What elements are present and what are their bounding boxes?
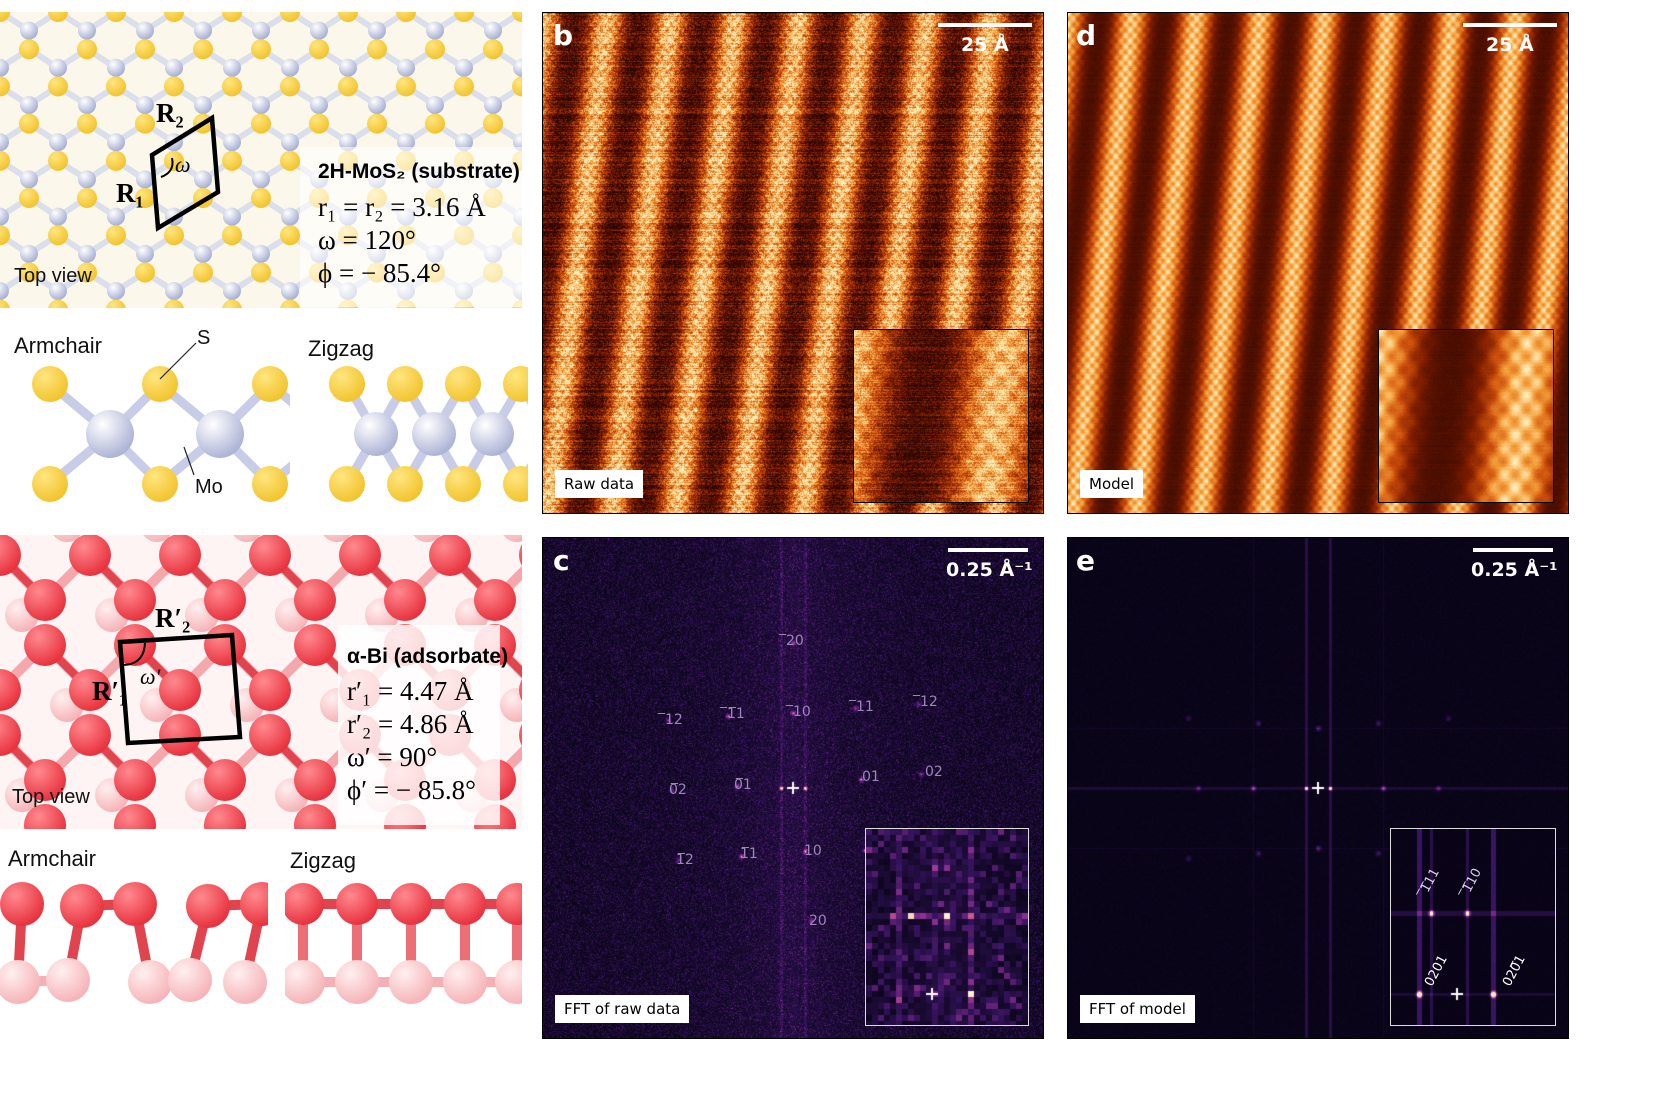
bi-param-2: r′₂ = 4.86 Å [347, 709, 474, 739]
mos2-angle: ω [175, 152, 191, 177]
scale-bar-d [1463, 23, 1557, 27]
mos2-zigzag-view [329, 366, 528, 502]
mos2-param-2: ω = 120° [318, 225, 416, 255]
mos2-param-3: ϕ = − 85.4° [318, 258, 441, 288]
spot-label: 10 [804, 843, 822, 859]
bi-param-4: ϕ′ = − 85.8° [347, 775, 476, 805]
scale-label-d: 25 Å [1486, 34, 1534, 56]
bi-vec-r2: R′₂ [155, 603, 191, 633]
fft-raw-inset [865, 828, 1029, 1026]
label-fft-raw: FFT of raw data [555, 995, 690, 1023]
panel-letter-b: b [553, 19, 574, 52]
spot-label: 02 [925, 764, 943, 780]
mos2-param-1: r₁ = r₂ = 3.16 Å [318, 192, 486, 222]
scale-bar-c [948, 548, 1028, 552]
spot-label: 0̅1 [734, 777, 752, 793]
bi-angle: ω′ [140, 664, 161, 689]
atom-label-s: S [197, 327, 211, 349]
mos2-top-view [0, 12, 522, 308]
mos2-armchair-label: Armchair [14, 333, 103, 358]
bi-params-backdrop [338, 625, 500, 825]
fft-model-inset [1390, 828, 1556, 1026]
mos2-zigzag-label: Zigzag [308, 336, 375, 361]
scale-label-c: 0.25 Å⁻¹ [946, 559, 1033, 581]
bi-top-view-label: Top view [12, 786, 90, 808]
bi-armchair-view [0, 882, 268, 1004]
panel-e: e 0.25 Å⁻¹ FFT of model ̅1̅11 ̅1̅10 0201… [1067, 537, 1569, 1039]
mos2-armchair-view [32, 366, 290, 502]
bi-armchair-label: Armchair [8, 846, 97, 871]
scale-label-b: 25 Å [961, 34, 1009, 56]
panel-b: b 25 Å Raw data [542, 12, 1044, 514]
spot-label: ̅10 [793, 704, 811, 720]
mos2-title: 2H-MoS₂ (substrate) [318, 160, 520, 183]
bi-param-1: r′₁ = 4.47 Å [347, 676, 474, 706]
scale-bar-b [938, 23, 1032, 27]
spot-label: ̅11 [856, 699, 874, 715]
label-raw-data: Raw data [555, 470, 644, 498]
label-fft-model: FFT of model [1080, 995, 1195, 1023]
spot-label: ̅12 [665, 712, 683, 728]
spot-label: ̅20 [786, 633, 804, 649]
spot-label: 0̅2 [669, 782, 687, 798]
mos2-vec-r1: R₁ [116, 178, 144, 208]
panel-d: d 25 Å Model [1067, 12, 1569, 514]
panel-letter-e: e [1076, 544, 1095, 577]
panel-letter-c: c [553, 544, 570, 577]
spot-label: 1̅1 [740, 846, 758, 862]
bi-zigzag-view [285, 883, 522, 1004]
bi-title: α-Bi (adsorbate) [347, 645, 509, 668]
atom-pointer-lines [159, 342, 197, 476]
mos2-top-view-label: Top view [14, 265, 92, 287]
bi-vec-r1: R′₁ [92, 676, 128, 706]
bi-zigzag-label: Zigzag [290, 848, 357, 873]
scale-bar-e [1473, 548, 1553, 552]
spot-label: 20 [809, 913, 827, 929]
stm-raw-inset [853, 329, 1029, 503]
stm-model-inset [1378, 329, 1554, 503]
spot-label: ̅1̅1 [727, 706, 745, 722]
panel-c: c 0.25 Å⁻¹ FFT of raw data ̅20 ̅12 ̅1̅1 … [542, 537, 1044, 1039]
scale-label-e: 0.25 Å⁻¹ [1471, 559, 1558, 581]
spot-label: 1̅2 [676, 852, 694, 868]
mos2-vec-r2: R₂ [156, 98, 184, 128]
spot-label: 01 [862, 769, 880, 785]
spot-label: ̅12 [920, 694, 938, 710]
label-model: Model [1080, 470, 1144, 498]
panel-letter-d: d [1076, 19, 1097, 52]
bi-param-3: ω′ = 90° [347, 742, 438, 772]
atom-label-mo: Mo [195, 476, 223, 498]
